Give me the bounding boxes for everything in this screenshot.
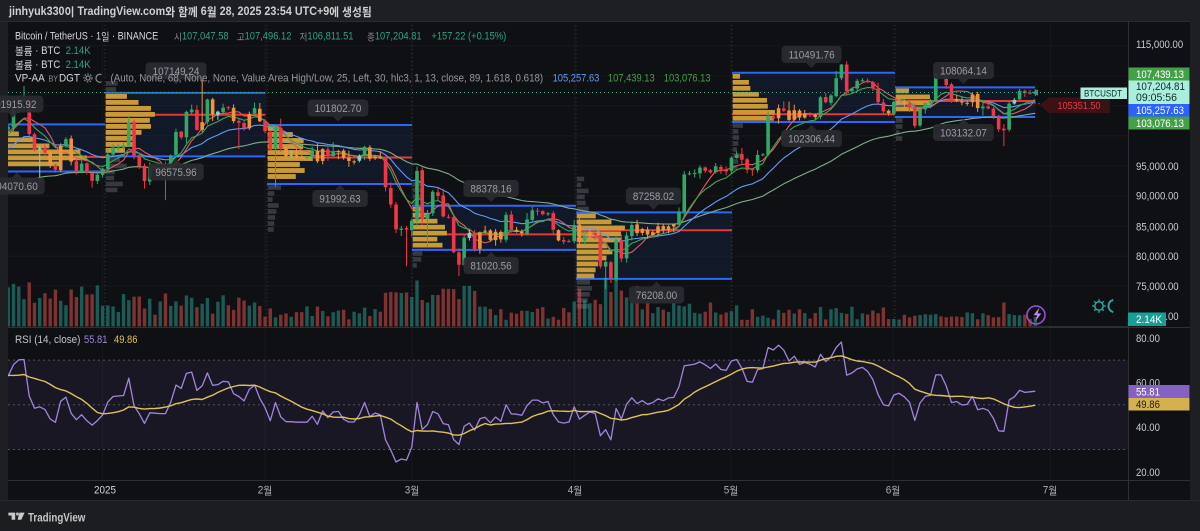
svg-text:2.14K: 2.14K bbox=[1136, 314, 1163, 326]
svg-text:103,076.13: 103,076.13 bbox=[664, 73, 711, 85]
svg-text:90,000.00: 90,000.00 bbox=[1136, 190, 1179, 202]
svg-text:3: 3 bbox=[405, 485, 411, 497]
svg-text:2.14K: 2.14K bbox=[66, 45, 92, 57]
svg-text:VP-AA: VP-AA bbox=[15, 73, 45, 85]
svg-text:+157.22 (+0.15%): +157.22 (+0.15%) bbox=[431, 31, 506, 43]
svg-text:4: 4 bbox=[568, 485, 574, 497]
svg-text:107,439.13: 107,439.13 bbox=[1136, 69, 1184, 81]
svg-text:91992.63: 91992.63 bbox=[319, 194, 360, 206]
svg-text:101915.92: 101915.92 bbox=[0, 99, 36, 111]
svg-text:87258.02: 87258.02 bbox=[633, 191, 674, 203]
svg-text:2025: 2025 bbox=[94, 485, 116, 497]
svg-text:· BTC: · BTC bbox=[35, 45, 60, 57]
svg-text:107,439.13: 107,439.13 bbox=[608, 73, 655, 85]
svg-text:115,000.00: 115,000.00 bbox=[1136, 39, 1183, 51]
svg-text:76208.00: 76208.00 bbox=[636, 290, 677, 302]
svg-text:105,257.63: 105,257.63 bbox=[553, 73, 600, 85]
svg-text:40.00: 40.00 bbox=[1136, 422, 1160, 434]
svg-text:6: 6 bbox=[886, 485, 892, 497]
svg-text:105351.50: 105351.50 bbox=[1058, 100, 1101, 112]
svg-text:55.81: 55.81 bbox=[1136, 387, 1160, 399]
svg-text:20.00: 20.00 bbox=[1136, 467, 1160, 479]
svg-text:103,076.13: 103,076.13 bbox=[1136, 118, 1184, 130]
svg-text:Bitcoin / TetherUS · 1: Bitcoin / TetherUS · 1 bbox=[15, 31, 101, 43]
svg-text:108064.14: 108064.14 bbox=[940, 66, 987, 78]
svg-text:96575.96: 96575.96 bbox=[155, 167, 196, 179]
svg-text:DGT: DGT bbox=[59, 73, 80, 85]
svg-text:7: 7 bbox=[1043, 485, 1049, 497]
svg-text:TradingView.com: TradingView.com bbox=[77, 4, 165, 18]
svg-text:105,257.63: 105,257.63 bbox=[1136, 105, 1184, 117]
svg-text:107,204.81: 107,204.81 bbox=[375, 31, 422, 43]
svg-text:2: 2 bbox=[258, 485, 264, 497]
svg-text:88378.16: 88378.16 bbox=[470, 184, 511, 196]
svg-text:TradingView: TradingView bbox=[28, 513, 85, 525]
svg-text:28, 2025 23:54 UTC+9: 28, 2025 23:54 UTC+9 bbox=[220, 4, 330, 18]
svg-text:95,000.00: 95,000.00 bbox=[1136, 161, 1179, 173]
svg-text:49.86: 49.86 bbox=[1136, 399, 1160, 411]
svg-text:80.00: 80.00 bbox=[1136, 333, 1160, 345]
svg-text:102306.44: 102306.44 bbox=[788, 134, 835, 146]
svg-text:85,000.00: 85,000.00 bbox=[1136, 221, 1179, 233]
svg-text:5: 5 bbox=[724, 485, 730, 497]
svg-text:107149.24: 107149.24 bbox=[153, 66, 200, 78]
svg-text:(Auto, None, 68, None, None, V: (Auto, None, 68, None, None, Value Area … bbox=[111, 73, 544, 85]
svg-text:94070.60: 94070.60 bbox=[0, 181, 38, 193]
svg-text:103132.07: 103132.07 bbox=[940, 128, 987, 140]
svg-text:49.86: 49.86 bbox=[114, 334, 137, 346]
svg-text:81020.56: 81020.56 bbox=[470, 261, 511, 273]
svg-text:09:05:56: 09:05:56 bbox=[1136, 92, 1177, 104]
svg-text:110491.76: 110491.76 bbox=[789, 50, 835, 62]
svg-text:55.81: 55.81 bbox=[84, 334, 107, 346]
svg-text:101802.70: 101802.70 bbox=[315, 103, 362, 115]
svg-text:RSI (14, close): RSI (14, close) bbox=[15, 334, 80, 346]
svg-text:106,811.51: 106,811.51 bbox=[307, 31, 353, 43]
svg-text:80,000.00: 80,000.00 bbox=[1136, 251, 1179, 263]
svg-text:107,047.58: 107,047.58 bbox=[182, 31, 229, 43]
svg-text:· BTC: · BTC bbox=[35, 59, 60, 71]
svg-text:107,496.12: 107,496.12 bbox=[245, 31, 292, 43]
svg-text:jinhyuk330: jinhyuk330 bbox=[8, 4, 65, 18]
svg-text:BY: BY bbox=[49, 75, 59, 84]
svg-text:2.14K: 2.14K bbox=[66, 59, 92, 71]
svg-text:· BINANCE: · BINANCE bbox=[112, 31, 158, 43]
svg-text:107,204.81: 107,204.81 bbox=[1136, 81, 1185, 93]
svg-text:75,000.00: 75,000.00 bbox=[1136, 281, 1179, 293]
svg-text:BTCUSDT: BTCUSDT bbox=[1084, 89, 1122, 100]
svg-text:6: 6 bbox=[201, 4, 207, 18]
